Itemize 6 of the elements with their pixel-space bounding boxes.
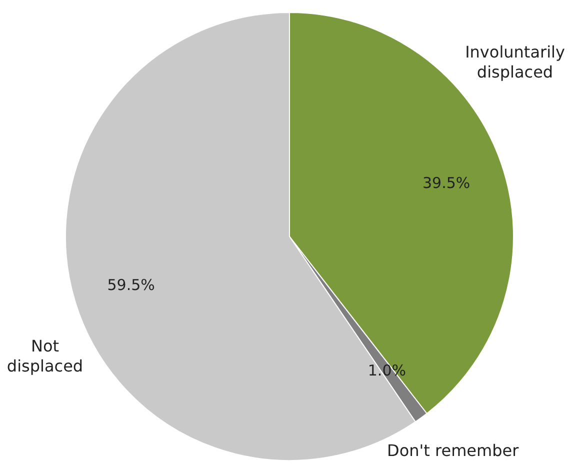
slice-label: Involuntarily displaced bbox=[465, 42, 565, 82]
slice-label: Don't remember bbox=[387, 441, 520, 460]
slice-label: Not displaced bbox=[6, 336, 84, 376]
data-label: 1.0% bbox=[368, 362, 406, 380]
data-label: 59.5% bbox=[107, 276, 155, 294]
data-label: 39.5% bbox=[422, 174, 470, 192]
